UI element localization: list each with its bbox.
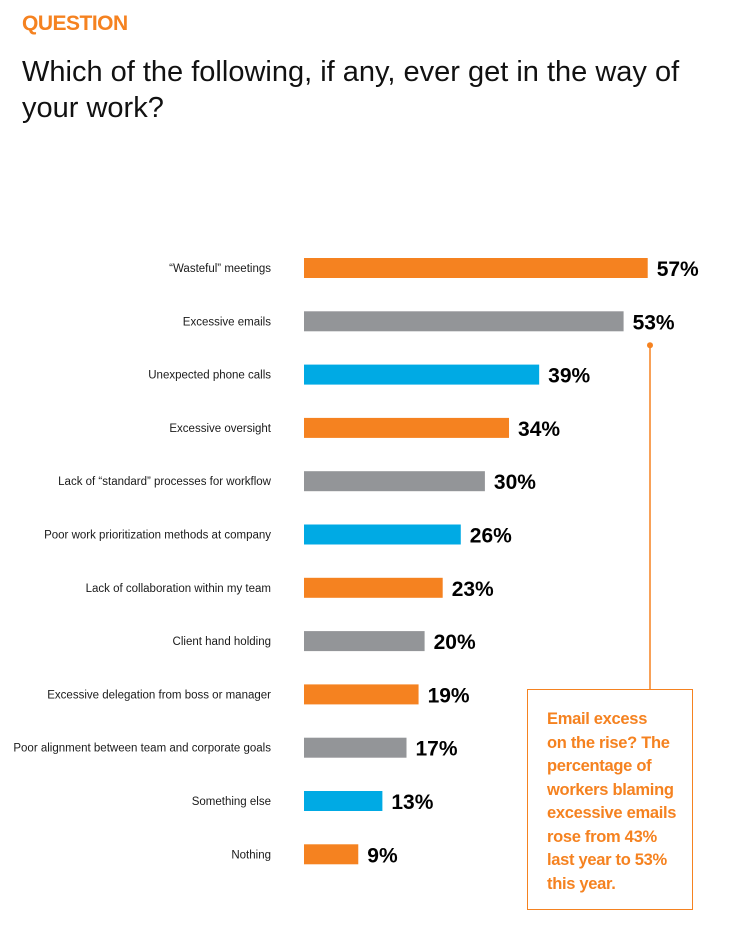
- annotation-text: Email excess on the rise? The percentage o…: [547, 708, 692, 896]
- value-label: 53%: [633, 311, 675, 334]
- annotation-line: Email excess: [547, 710, 648, 728]
- bar: [304, 631, 425, 652]
- bar: [304, 524, 461, 545]
- annotation-connector-dot: [647, 342, 653, 349]
- value-label: 57%: [657, 258, 699, 281]
- annotation-line: this year.: [547, 874, 616, 893]
- category-label: Client hand holding: [173, 636, 271, 648]
- bar: [304, 684, 419, 705]
- category-label: Excessive delegation from boss or manage…: [47, 689, 271, 701]
- value-label: 30%: [494, 471, 536, 494]
- category-label: Nothing: [231, 849, 271, 861]
- annotation-line: workers blaming: [547, 780, 674, 799]
- category-label: Poor work prioritization methods at comp…: [44, 530, 271, 542]
- category-label: “Wasteful” meetings: [169, 263, 271, 275]
- bar: [304, 577, 443, 598]
- category-label: Excessive emails: [183, 316, 271, 328]
- value-label: 19%: [428, 684, 470, 707]
- bar: [304, 311, 624, 332]
- bar: [304, 844, 359, 865]
- category-label: Lack of collaboration within my team: [86, 583, 271, 595]
- value-label: 34%: [518, 418, 560, 441]
- value-label: 9%: [367, 844, 398, 867]
- value-label: 13%: [391, 791, 433, 814]
- value-label: 17%: [416, 738, 458, 761]
- bar: [304, 258, 648, 278]
- bar: [304, 471, 485, 492]
- value-label: 20%: [434, 631, 476, 654]
- question-title: Which of the following, if any, ever get…: [22, 56, 680, 124]
- annotation-line: excessive emails: [547, 804, 677, 822]
- annotation-callout-box: Email excess on the rise? The percentage o…: [527, 689, 693, 910]
- question-eyebrow: QUESTION: [22, 12, 128, 35]
- value-label: 23%: [452, 578, 494, 601]
- category-label: Lack of “standard” processes for workflo…: [58, 476, 272, 488]
- value-label: 26%: [470, 525, 512, 548]
- category-label: Something else: [192, 796, 271, 808]
- bar: [304, 417, 510, 438]
- bar: [304, 791, 383, 811]
- annotation-line: on the rise? The: [547, 733, 670, 752]
- annotation-line: rose from 43%: [547, 827, 657, 846]
- value-label: 39%: [548, 365, 590, 388]
- category-label: Unexpected phone calls: [148, 370, 271, 382]
- annotation-line: percentage of: [547, 757, 652, 775]
- bar: [304, 364, 540, 385]
- category-label: Poor alignment between team and corporat…: [13, 743, 271, 755]
- bar: [304, 737, 407, 758]
- annotation-line: last year to 53%: [547, 851, 667, 869]
- category-label: Excessive oversight: [169, 423, 271, 435]
